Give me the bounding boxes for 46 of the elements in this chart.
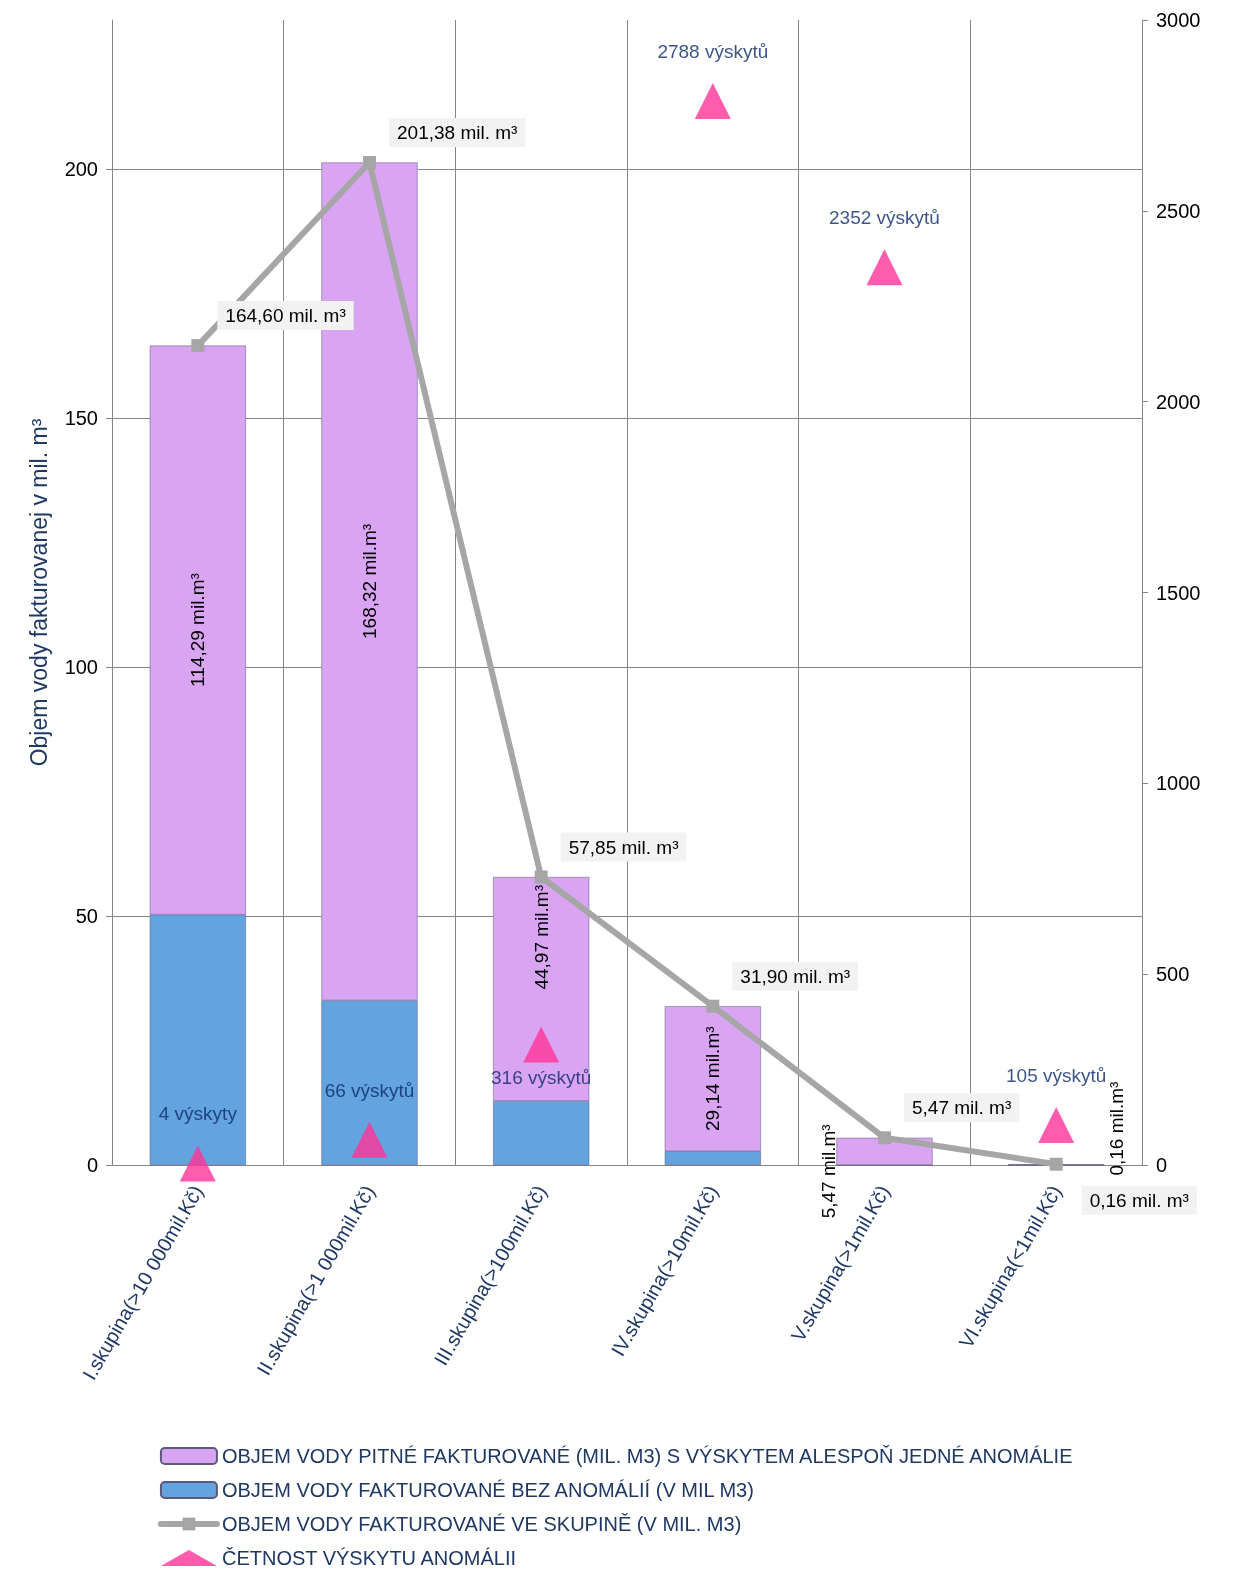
point [1038,1106,1075,1143]
data-label: 0,16 mil. m³ [1089,1189,1189,1211]
data-label: 168,32 mil.m³ [359,523,380,639]
y-tick-label: 200 [64,158,98,181]
data-label: 164,60 mil. m³ [225,305,346,327]
y2-tick-label: 500 [1156,963,1190,986]
legend-label: OBJEM VODY FAKTUROVANÉ VE SKUPINĚ (V MIL. M3) [221,1513,742,1535]
point [534,870,548,884]
legend-label: OBJEM VODY PITNÉ FAKTUROVANÉ (MIL. M3) S VÝSKYTEM ALESPOŇ JEDNÉ ANOMÁLIE [221,1445,1073,1467]
data-label: 29,14 mil.m³ [702,1026,724,1131]
data-label: 44,97 mil.m³ [530,885,552,990]
point [694,82,731,119]
data-label: 316 výskytů [491,1067,592,1089]
point [363,155,376,169]
legend-label: ČETNOST VÝSKYTU ANOMÁLII [221,1547,517,1569]
data-label: 66 výskytů [324,1079,415,1101]
point [1049,1157,1063,1171]
data-label: 114,29 mil.m³ [187,573,209,687]
data-label: 4 výskyty [158,1103,238,1125]
y-tick-label: 0 [86,1154,98,1176]
point [706,999,720,1013]
data-label: 105 výskytů [1006,1064,1107,1086]
y-tick-label: 150 [64,407,98,430]
point [523,1026,560,1063]
data-label: 5,47 mil. m³ [912,1097,1012,1119]
point [191,339,205,353]
data-label: 0,16 mil.m³ [1105,1081,1127,1176]
point [866,249,903,286]
point [179,1145,216,1182]
data-label: 2352 výskytů [829,207,940,229]
y-tick-label: 100 [64,656,98,679]
data-label: 57,85 mil. m³ [568,836,679,858]
y-tick-label: 50 [75,905,98,928]
y2-tick-label: 1500 [1156,581,1201,604]
data-label: 2788 výskytů [657,40,769,62]
y2-tick-label: 2500 [1156,199,1201,222]
y-axis-title: Objem vody fakturovanej v mil. m³ [25,418,52,767]
point [878,1131,891,1145]
y2-tick-label: 2000 [1156,390,1201,413]
y2-tick-label: 3000 [1156,9,1201,31]
legend-label: OBJEM VODY FAKTUROVANÉ BEZ ANOMÁLIÍ (V MIL M3) [221,1479,754,1501]
data-label: 31,90 mil. m³ [740,965,851,987]
y2-tick-label: 0 [1156,1154,1168,1176]
data-label: 201,38 mil. m³ [397,121,518,143]
y2-tick-label: 1000 [1156,772,1201,795]
point [351,1121,388,1158]
